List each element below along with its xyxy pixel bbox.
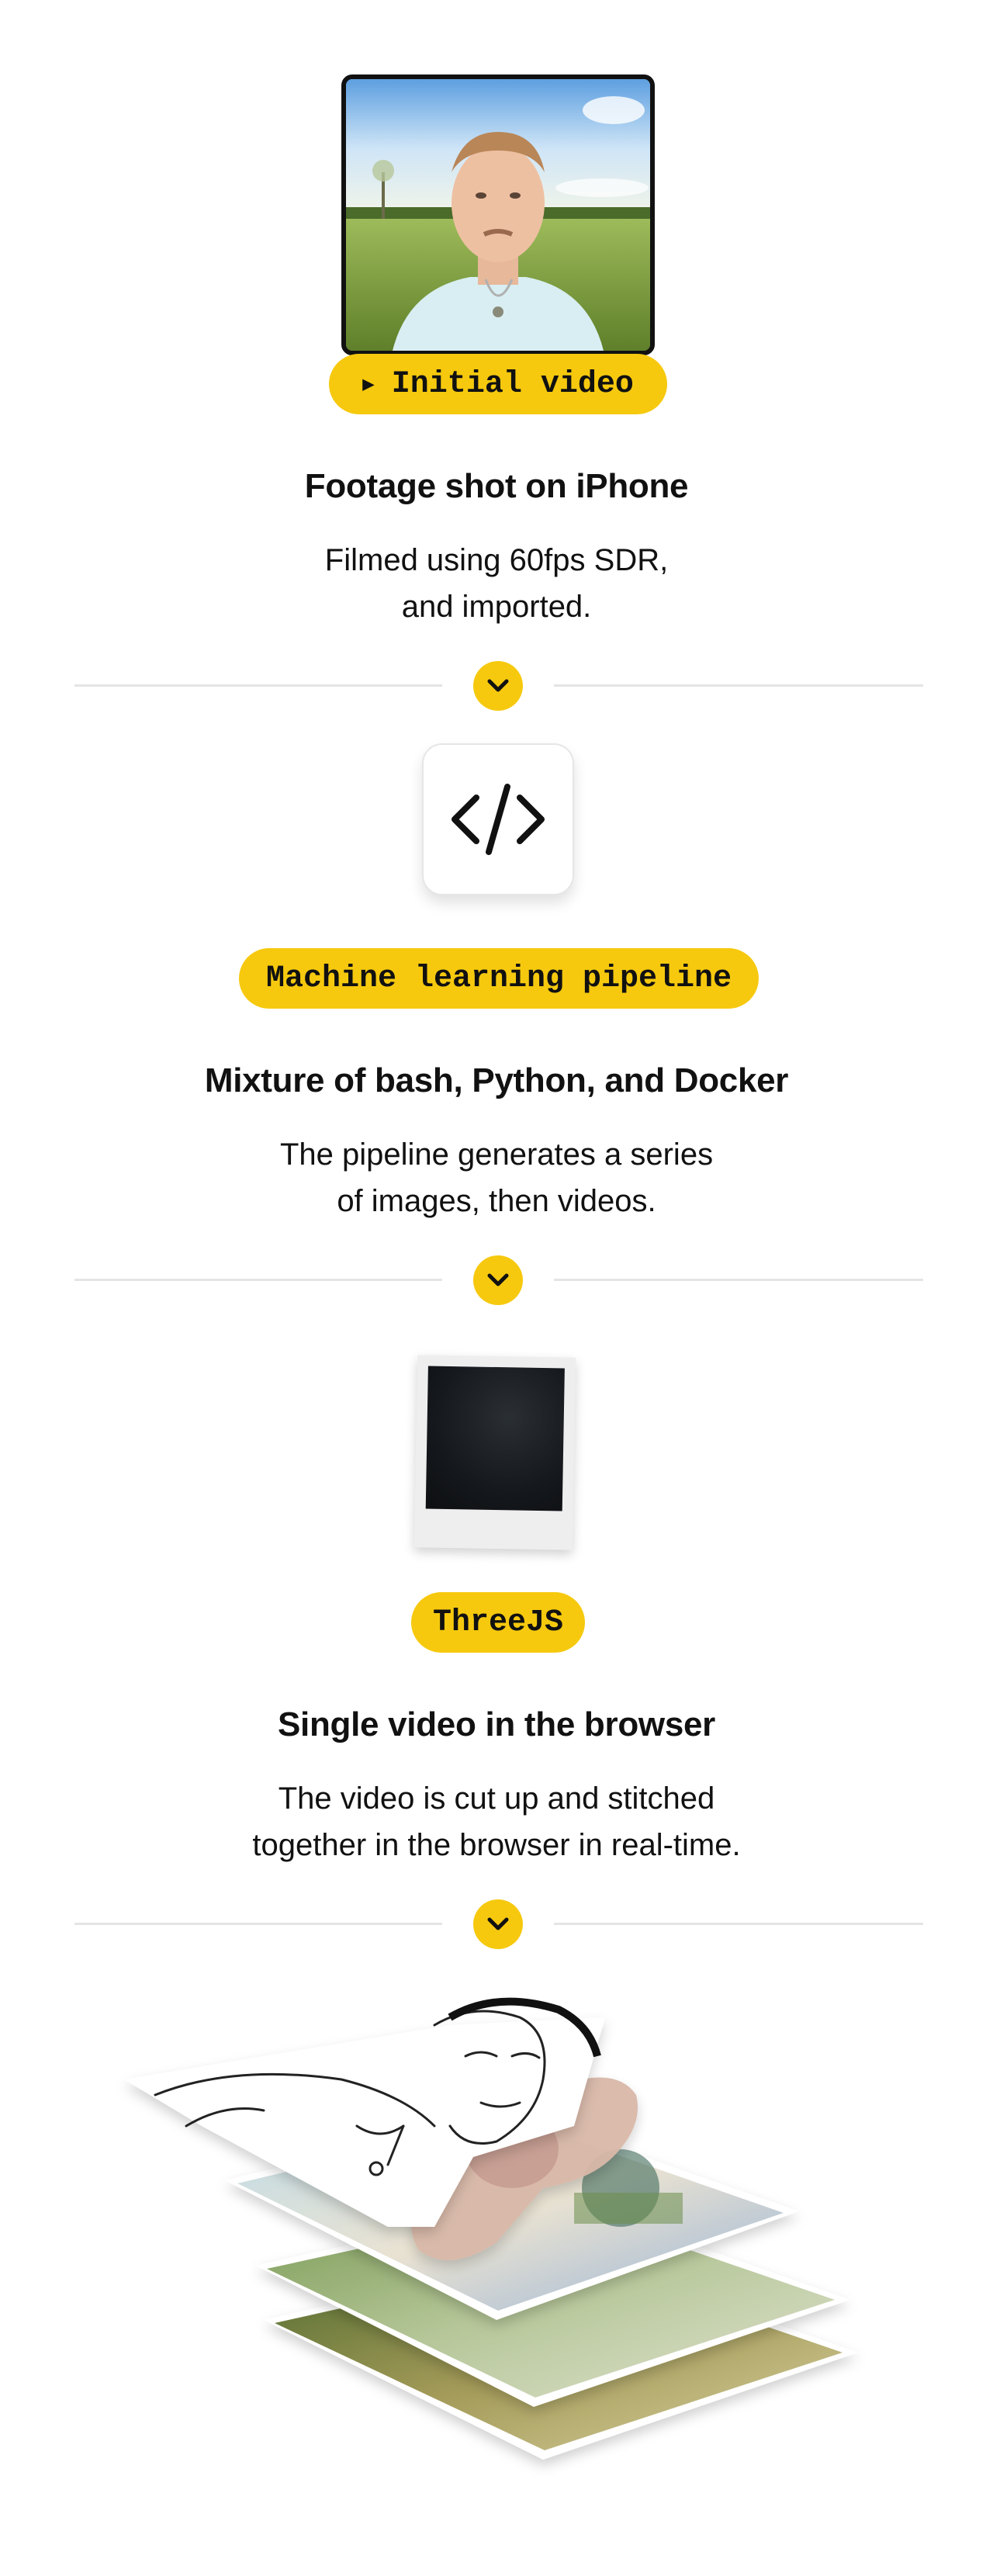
chevron-down-icon <box>487 1273 509 1286</box>
chevron-down-button[interactable] <box>473 1255 523 1305</box>
polaroid-image <box>425 1366 565 1511</box>
section3-heading: Single video in the browser <box>277 1705 715 1743</box>
chevron-down-button[interactable] <box>473 661 523 711</box>
video-still <box>346 79 650 351</box>
chevron-down-icon <box>487 679 509 692</box>
layer-sketch <box>124 2017 605 2227</box>
layer-stack-illustration <box>109 1994 884 2553</box>
divider-right <box>554 1279 923 1281</box>
section1-subtext-line1: Filmed using 60fps SDR, <box>324 543 669 577</box>
section3-subtext-line2: together in the browser in real-time. <box>252 1828 741 1862</box>
section2-subtext-line1: The pipeline generates a series <box>279 1137 714 1172</box>
initial-video-label: Initial video <box>391 366 634 402</box>
section3-subtext-line1: The video is cut up and stitched <box>278 1781 715 1816</box>
threejs-badge: ThreeJS <box>411 1592 585 1653</box>
divider-left <box>74 1279 442 1281</box>
divider-left <box>74 1923 442 1925</box>
initial-video-thumbnail[interactable] <box>341 74 655 355</box>
section2-heading: Mixture of bash, Python, and Docker <box>204 1061 789 1099</box>
play-icon: ▶ <box>362 372 375 396</box>
polaroid-frame <box>413 1355 576 1550</box>
divider-right <box>554 684 923 687</box>
section1-heading: Footage shot on iPhone <box>304 467 689 505</box>
chevron-down-button[interactable] <box>473 1899 523 1949</box>
code-icon-card <box>422 743 574 895</box>
section1-subtext-line2: and imported. <box>401 590 592 624</box>
threejs-label: ThreeJS <box>432 1605 564 1640</box>
initial-video-badge[interactable]: ▶ Initial video <box>329 354 667 414</box>
divider-right <box>554 1923 923 1925</box>
divider-left <box>74 684 442 687</box>
section2-subtext-line2: of images, then videos. <box>337 1184 656 1218</box>
machine-learning-pipeline-badge: Machine learning pipeline <box>239 948 759 1009</box>
chevron-down-icon <box>487 1917 509 1930</box>
machine-learning-pipeline-label: Machine learning pipeline <box>265 961 732 996</box>
code-icon <box>452 784 545 855</box>
